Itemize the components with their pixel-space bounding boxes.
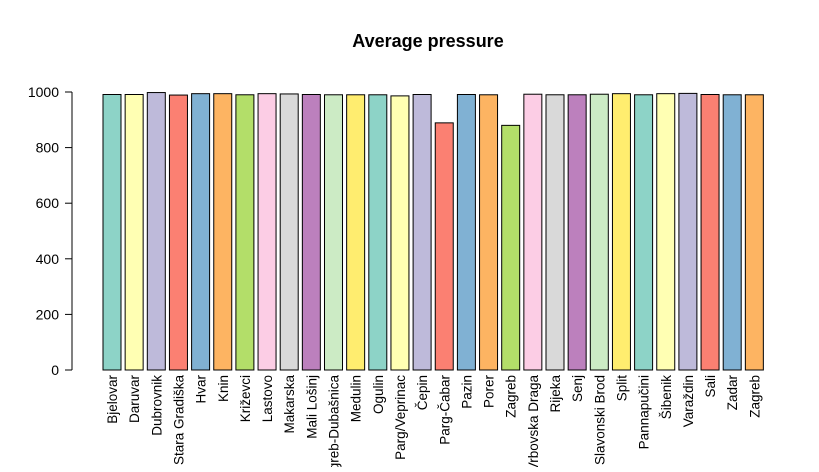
- x-tick-label: Pannapučini: [637, 375, 652, 449]
- x-tick-label: Rijeka: [548, 375, 563, 413]
- bar: [146, 92, 166, 371]
- x-tick-label: Porer: [482, 374, 497, 408]
- bar: [346, 94, 366, 371]
- y-axis: 0 200 400 600 800 1000: [28, 84, 73, 378]
- x-tick-label: Hvar: [194, 375, 209, 404]
- bar: [324, 94, 343, 371]
- x-tick-label: Križevci: [238, 375, 253, 422]
- bar: [634, 94, 654, 371]
- bar: [191, 93, 211, 371]
- bar: [434, 122, 454, 371]
- x-tick-label: Pazin: [459, 375, 474, 409]
- x-tick-label: Stara Gradiška: [171, 375, 186, 466]
- bar: [168, 94, 188, 371]
- bar: [213, 93, 233, 371]
- x-tick-label: Split: [614, 375, 629, 402]
- bar: [124, 94, 144, 371]
- x-tick-label: Mali Lošinj: [304, 375, 319, 439]
- bar: [678, 92, 698, 371]
- x-tick-label: Vrbovska Draga: [526, 375, 541, 467]
- x-tick-label: Zagreb: [504, 375, 519, 418]
- y-tick-label: 600: [36, 195, 60, 211]
- x-tick-label: Senj: [570, 375, 585, 402]
- bars-group: [102, 92, 764, 371]
- x-tick-label: Čepin: [415, 375, 430, 410]
- x-tick-label: Knin: [216, 375, 231, 402]
- bar: [501, 124, 521, 371]
- x-tick-label: Parg-Čabar: [437, 374, 452, 444]
- x-tick-label: Parg/Veprinac: [393, 375, 408, 460]
- bar: [589, 93, 609, 371]
- x-tick-label: Sali: [703, 375, 718, 398]
- bar: [412, 94, 432, 371]
- bar: [479, 94, 499, 371]
- bar: [722, 94, 742, 371]
- x-tick-label: Daruvar: [127, 374, 142, 423]
- x-tick-label: Zadar: [725, 375, 740, 411]
- bar: [390, 95, 410, 371]
- bar: [368, 94, 388, 371]
- bar: [235, 94, 255, 371]
- chart-title: Average pressure: [352, 31, 503, 51]
- x-tick-label: Lastovo: [260, 375, 275, 422]
- x-tick-label: Dubrovnik: [149, 375, 164, 436]
- x-tick-label: Medulin: [349, 375, 364, 422]
- x-tick-label: Ogulin: [371, 375, 386, 414]
- y-tick-label: 400: [36, 251, 60, 267]
- x-tick-label: Zagreb: [747, 375, 762, 418]
- x-tick-label: Šibenik: [659, 375, 674, 420]
- x-axis-labels: Bjelovar Daruvar Dubrovnik Stara Gradiška Hv…: [105, 374, 762, 472]
- x-tick-label: Makarska: [282, 375, 297, 434]
- y-tick-label: 200: [36, 306, 60, 322]
- x-tick-label: Bjelovar: [105, 375, 120, 424]
- bar: [611, 93, 631, 371]
- bar: [279, 93, 299, 371]
- bar: [102, 94, 122, 371]
- bar: [545, 94, 565, 371]
- bar: [744, 94, 764, 371]
- bar: [301, 94, 321, 371]
- bar: [700, 94, 720, 371]
- y-tick-label: 0: [51, 362, 59, 378]
- x-tick-label: Zagreb-Dubašnica: [327, 375, 342, 467]
- bar: [523, 93, 543, 371]
- x-tick-label: Slavonski Brod: [592, 375, 607, 465]
- x-tick-label: Varaždin: [681, 375, 696, 427]
- y-tick-label: 1000: [28, 84, 59, 100]
- bar: [456, 94, 476, 371]
- y-tick-label: 800: [36, 140, 60, 156]
- bar: [257, 93, 277, 371]
- bar: [656, 93, 676, 371]
- bar: [567, 94, 587, 371]
